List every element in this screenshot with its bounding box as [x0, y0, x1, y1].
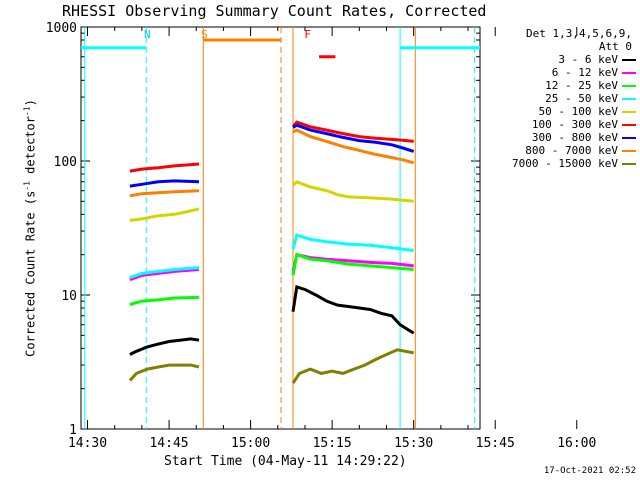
legend-item: 300 - 800 keV	[486, 131, 636, 144]
legend-swatch	[622, 97, 636, 100]
legend-swatch	[622, 58, 636, 61]
legend-label: 12 - 25 keV	[545, 79, 618, 92]
legend-label: 6 - 12 keV	[551, 66, 618, 79]
legend-header-line: Det 1,3,4,5,6,9,	[526, 27, 632, 40]
x-tick-label: 14:45	[149, 436, 188, 451]
x-tick-label: 15:15	[313, 436, 352, 451]
series-line	[291, 252, 414, 276]
x-tick-label: 15:45	[476, 436, 515, 451]
x-tick-label: 16:00	[557, 436, 596, 451]
legend-header-line: Att 0	[598, 40, 632, 53]
x-tick-label: 15:00	[231, 436, 270, 451]
series-line	[128, 363, 200, 382]
legend-item: 25 - 50 keV	[486, 92, 636, 105]
series-line	[291, 348, 414, 384]
legend-item: 800 - 7000 keV	[486, 144, 636, 157]
legend-label: 300 - 800 keV	[531, 131, 618, 144]
series-line	[129, 266, 200, 279]
legend-swatch	[622, 71, 636, 74]
legend-item: 6 - 12 keV	[486, 66, 636, 79]
legend-label: 25 - 50 keV	[545, 92, 618, 105]
legend-item: 12 - 25 keV	[486, 79, 636, 92]
annotation-flag: F	[304, 28, 311, 41]
legend-label: 800 - 7000 keV	[525, 144, 618, 157]
series-line	[292, 128, 415, 165]
legend-label: 100 - 300 keV	[531, 118, 618, 131]
y-tick-label: 1000	[46, 21, 77, 36]
plot-frame	[80, 26, 481, 430]
legend-label: 3 - 6 keV	[558, 53, 618, 66]
legend-item: 3 - 6 keV	[486, 53, 636, 66]
legend-swatch	[622, 149, 636, 152]
y-tick-label: 100	[54, 155, 77, 170]
annotation-flag: N	[144, 28, 151, 41]
x-tick-label: 14:30	[68, 436, 107, 451]
series-line	[129, 337, 200, 356]
series-line	[129, 189, 200, 198]
legend-swatch	[622, 136, 636, 139]
legend-swatch	[622, 162, 636, 165]
legend-swatch	[622, 110, 636, 113]
series-line	[291, 180, 414, 203]
legend-swatch	[622, 123, 636, 126]
legend: Det 1,3,4,5,6,9, Att 0 3 - 6 keV 6 - 12 k…	[486, 27, 636, 170]
annotation-flag: S	[201, 28, 208, 41]
series-line	[291, 120, 414, 143]
series-line	[291, 233, 414, 252]
legend-item: 50 - 100 keV	[486, 105, 636, 118]
legend-label: 7000 - 15000 keV	[512, 157, 618, 170]
x-tick-label: 15:30	[394, 436, 433, 451]
series-line	[129, 179, 200, 188]
y-tick-label: 1	[69, 423, 77, 438]
y-axis-label: Corrected Count Rate (s-1 detector-1)	[22, 99, 38, 357]
series-line	[129, 268, 200, 282]
legend-item: 100 - 300 keV	[486, 118, 636, 131]
y-tick-label: 10	[61, 289, 77, 304]
chart-title: RHESSI Observing Summary Count Rates, Co…	[62, 2, 487, 20]
series-line	[291, 284, 415, 335]
generated-timestamp: 17-Oct-2021 02:52	[543, 466, 636, 476]
series-line	[129, 162, 200, 173]
legend-label: 50 - 100 keV	[538, 105, 618, 118]
legend-item: 7000 - 15000 keV	[486, 157, 636, 170]
x-axis-label: Start Time (04-May-11 14:29:22)	[164, 454, 407, 469]
series-line	[129, 295, 200, 306]
series-line	[292, 123, 415, 153]
legend-swatch	[622, 84, 636, 87]
series-line	[129, 207, 200, 222]
